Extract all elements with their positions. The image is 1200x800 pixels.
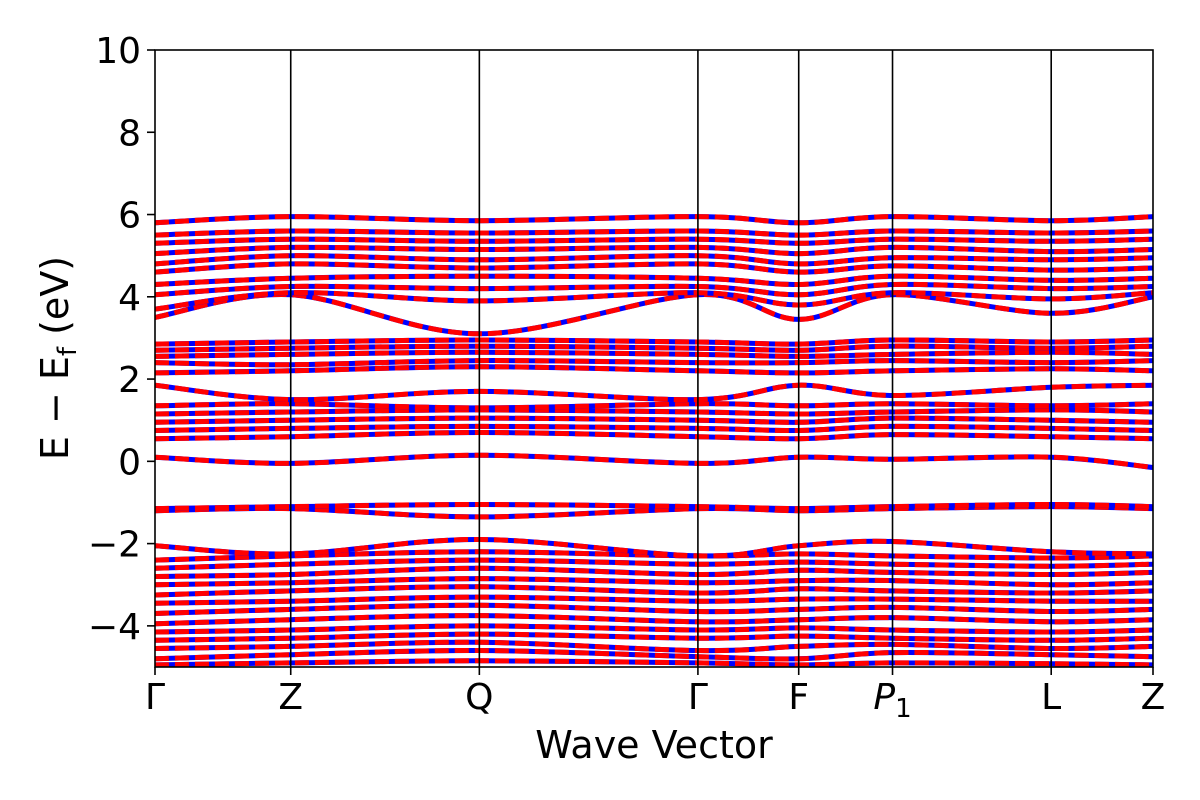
y-tick-label: −2: [88, 525, 141, 566]
band-line-spin-down: [155, 501, 1153, 512]
y-tick-label: 4: [118, 278, 141, 319]
band-line-spin-down: [155, 423, 1153, 434]
y-tick-label: 10: [95, 31, 141, 72]
y-axis-label-tail: (eV): [33, 256, 77, 347]
band-line-spin-down: [155, 401, 1153, 411]
y-axis-label-sub: f: [53, 346, 83, 356]
band-line-spin-down: [155, 631, 1153, 643]
band-line-spin-down: [155, 576, 1153, 588]
y-tick-label: −4: [88, 607, 141, 648]
band-line-spin-down: [155, 281, 1153, 298]
bands-layer: [155, 214, 1153, 667]
y-tick-label: 0: [118, 442, 141, 483]
band-line-spin-down: [155, 343, 1153, 353]
band-line-spin-down: [155, 292, 1153, 337]
band-line-spin-down: [155, 261, 1153, 275]
x-tick-label: F: [788, 677, 809, 718]
x-axis-label: Wave Vector: [535, 723, 773, 767]
y-tick-label: 8: [118, 113, 141, 154]
y-tick-label: 6: [118, 196, 141, 237]
x-tick-label: P1: [873, 677, 911, 724]
band-line-spin-down: [155, 623, 1153, 635]
band-line-spin-down: [155, 214, 1153, 226]
y-axis-ticks: −4 −2 0 2 4 6 8 10: [88, 31, 155, 648]
band-line-spin-down: [155, 382, 1153, 403]
band-line-spin-down: [155, 407, 1153, 417]
band-line-spin-down: [155, 236, 1153, 246]
band-line-spin-down: [155, 253, 1153, 267]
y-axis-label-main: E − E: [33, 356, 77, 460]
band-line-spin-down: [155, 557, 1153, 571]
band-line-spin-down: [155, 429, 1153, 442]
high-symmetry-lines: [289, 50, 1053, 667]
x-tick-label: Z: [278, 677, 303, 718]
band-line-spin-down: [155, 364, 1153, 376]
band-line-spin-down: [155, 273, 1153, 288]
band-line-spin-down: [155, 639, 1153, 654]
band-line-spin-down: [155, 349, 1153, 359]
x-tick-label: Γ: [688, 677, 708, 718]
band-line-spin-down: [155, 602, 1153, 616]
band-line-spin-down: [155, 536, 1153, 559]
band-line-spin-down: [155, 358, 1153, 368]
band-line-spin-down: [155, 337, 1153, 347]
band-line-spin-down: [155, 415, 1153, 425]
band-line-spin-down: [155, 658, 1153, 667]
band-line-spin-down: [155, 452, 1153, 470]
band-line-spin-down: [155, 647, 1153, 662]
y-axis-label: E − Ef (eV): [33, 256, 83, 460]
plot-frame: [154, 49, 1154, 668]
x-tick-label: Γ: [145, 677, 165, 718]
x-tick-label: Q: [465, 677, 493, 718]
y-tick-label: 2: [118, 360, 141, 401]
band-line-spin-down: [155, 613, 1153, 627]
x-axis-ticks: Γ Z Q Γ F P1 L Z: [145, 667, 1165, 724]
band-line-spin-down: [155, 244, 1153, 257]
band-line-spin-down: [155, 228, 1153, 238]
band-line-spin-down: [155, 290, 1153, 312]
band-line-spin-down: [155, 565, 1153, 579]
band-line-spin-down: [155, 594, 1153, 606]
x-tick-label: L: [1041, 677, 1061, 718]
x-tick-label: Z: [1141, 677, 1166, 718]
band-line-spin-down: [155, 584, 1153, 598]
